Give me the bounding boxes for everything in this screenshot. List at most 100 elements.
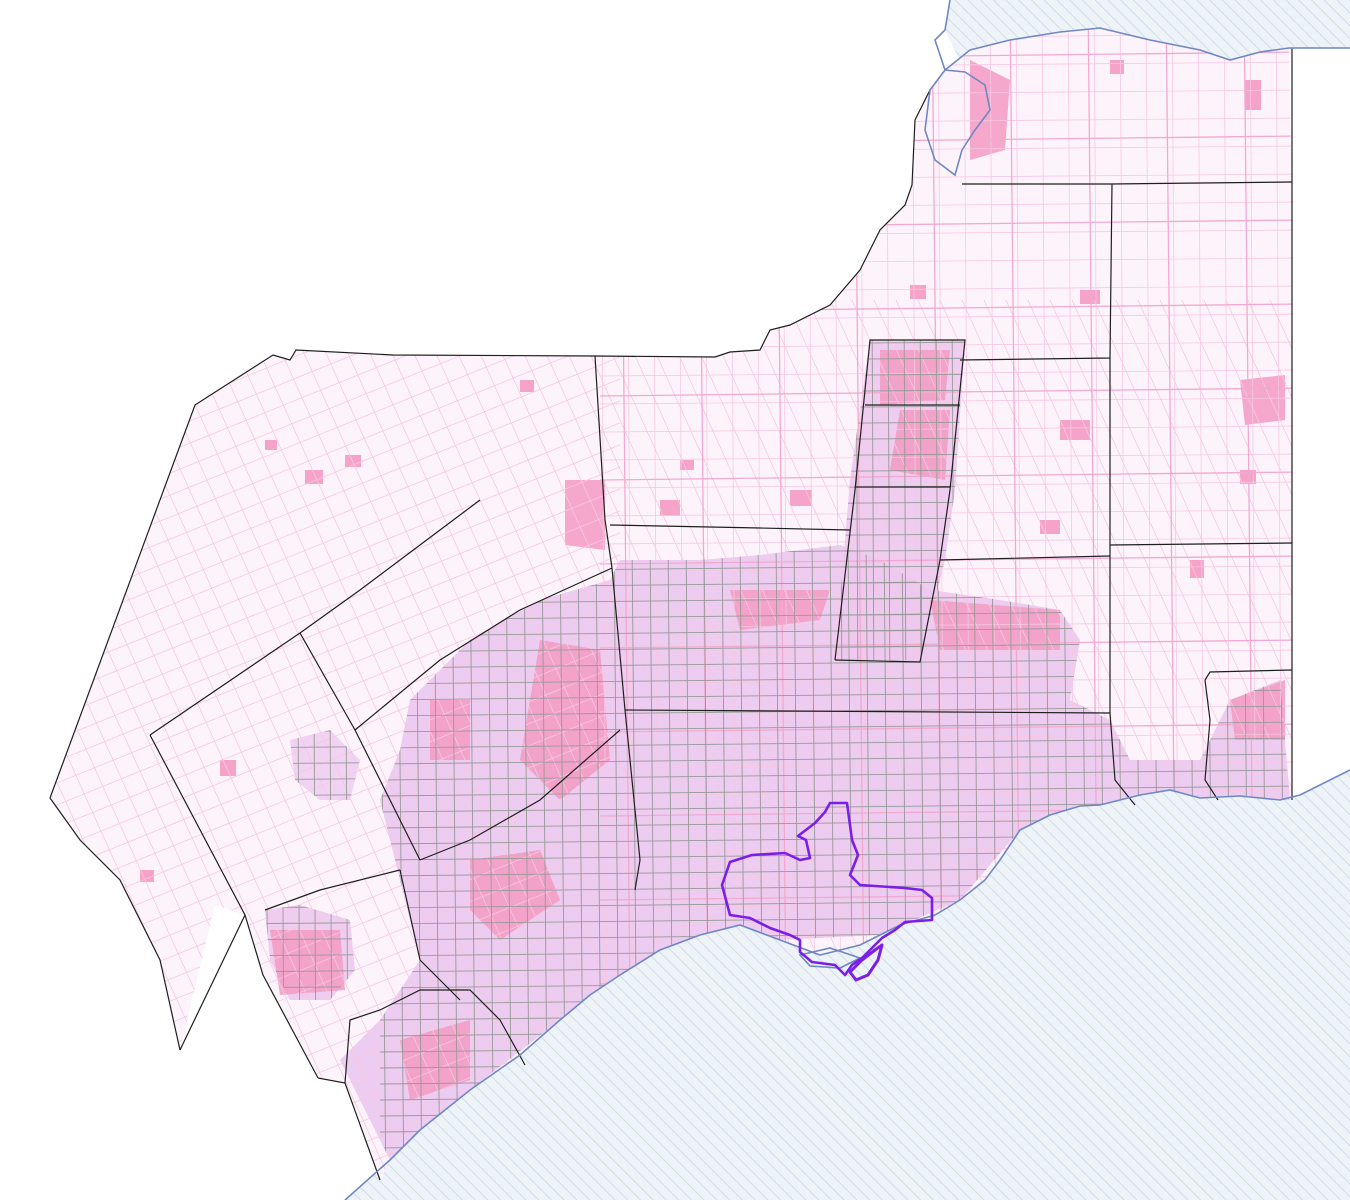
tract-line: [290, 789, 360, 797]
municipal-boundary: [1109, 542, 1293, 546]
tract-line: [935, 340, 941, 660]
municipal-boundaries: [49, 48, 1293, 1181]
rural-road: [50, 114, 621, 367]
tract-line: [290, 741, 360, 749]
municipal-boundary: [1111, 181, 1293, 185]
rural-road: [599, 369, 1292, 377]
rural-road: [50, 299, 378, 1180]
municipal-boundary: [1109, 358, 1136, 806]
rural-road: [0, 300, 47, 1200]
municipal-boundary: [179, 914, 246, 1051]
municipal-boundary: [959, 183, 1113, 361]
rural-road: [599, 789, 1292, 797]
rural-road: [599, 677, 1292, 685]
tract-line: [290, 773, 360, 781]
rural-road: [1181, 299, 1292, 1180]
tract-line: [835, 533, 965, 541]
settlement: [1060, 420, 1090, 440]
municipal-boundary: [834, 555, 1111, 663]
settlement: [1040, 520, 1060, 534]
rural-road: [50, 532, 621, 785]
municipal-boundary: [1204, 669, 1293, 681]
municipal-boundary: [419, 729, 621, 861]
settlement: [520, 380, 534, 392]
rural-road: [50, 466, 621, 719]
rural-road: [125, 299, 532, 1180]
rural-road: [1071, 299, 1292, 1180]
rural-road: [1203, 299, 1292, 1180]
north-shoreline: [944, 27, 1350, 71]
arterial-road: [599, 387, 1292, 397]
municipal-boundary: [609, 524, 851, 531]
northwest-river: [934, 0, 951, 71]
settlement: [910, 285, 926, 299]
tract-line: [919, 340, 925, 660]
tract-line: [871, 340, 877, 660]
rural-road: [50, 48, 621, 301]
rural-road: [961, 299, 1292, 1180]
tract-line: [951, 340, 957, 660]
rural-road: [169, 299, 576, 1180]
tract-line: [311, 905, 317, 1000]
rural-road: [599, 565, 1292, 573]
rural-road: [1159, 299, 1292, 1180]
municipal-boundary: [317, 1077, 381, 1181]
settlement: [660, 500, 680, 516]
tract-line: [265, 965, 355, 973]
municipal-boundary: [834, 339, 966, 661]
settlement: [265, 440, 277, 450]
tract-line: [835, 421, 965, 429]
island-outline: [798, 947, 863, 969]
tract-line: [835, 645, 965, 653]
rural-road: [50, 92, 621, 345]
rural-road: [50, 620, 621, 873]
rural-road: [599, 453, 1292, 461]
highlight-islands: [848, 943, 884, 982]
dense-patch: [880, 350, 950, 405]
rural-road: [1027, 299, 1292, 1180]
tract-line: [265, 949, 355, 957]
tract-line: [295, 905, 301, 1000]
arterial-road: [599, 471, 1292, 481]
settlement: [1240, 470, 1256, 484]
settlement: [1110, 60, 1124, 74]
municipal-boundary: [149, 734, 319, 1079]
rural-road: [1005, 299, 1292, 1180]
rural-road: [50, 70, 621, 323]
north-bay-shoreline: [924, 69, 991, 177]
rural-road: [983, 299, 1292, 1180]
rural-road: [599, 761, 1292, 769]
settlement: [680, 460, 694, 470]
dense-patch: [270, 930, 345, 995]
tract-line: [835, 517, 965, 525]
arterial-road: [599, 723, 1292, 733]
rural-road: [599, 509, 1292, 517]
municipal-boundary: [1204, 679, 1219, 801]
settlement: [1190, 560, 1204, 578]
tract-line: [279, 905, 285, 1000]
rural-road: [50, 554, 621, 807]
dense-patch: [400, 1020, 470, 1100]
municipal-boundary: [594, 355, 613, 569]
rural-road: [50, 299, 70, 1180]
rural-road: [599, 649, 1292, 657]
settlement: [345, 455, 361, 467]
rural-road: [50, 598, 621, 851]
region-outline: [49, 69, 946, 799]
rural-road: [1049, 299, 1292, 1180]
rural-settlements: [140, 60, 1261, 882]
settlement: [790, 490, 812, 506]
tract-line: [887, 340, 893, 660]
tract-line: [855, 340, 861, 660]
tract-line: [835, 469, 965, 477]
arterial-road: [599, 639, 1292, 649]
rural-road: [1093, 299, 1292, 1180]
tract-line: [835, 389, 965, 397]
lake-water: [345, 770, 1350, 1200]
tract-line: [265, 933, 355, 941]
municipal-boundary: [611, 567, 641, 891]
rural-road: [599, 397, 1292, 405]
tract-line: [265, 981, 355, 989]
settlement: [140, 870, 154, 882]
tract-line: [835, 549, 965, 557]
